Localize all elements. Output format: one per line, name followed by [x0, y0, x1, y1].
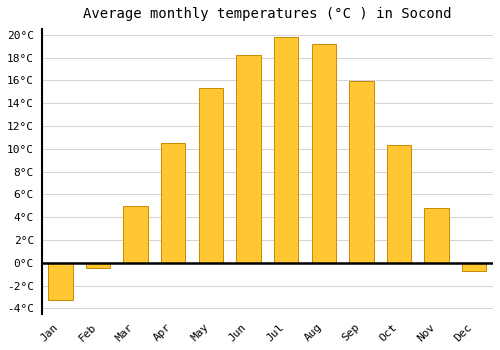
Bar [48, 263, 72, 300]
Bar [236, 55, 260, 263]
Title: Average monthly temperatures (°C ) in Socond: Average monthly temperatures (°C ) in So… [83, 7, 452, 21]
Bar [424, 208, 449, 263]
Bar [124, 206, 148, 263]
Bar [161, 143, 186, 263]
Bar [387, 145, 411, 263]
Bar [86, 263, 110, 268]
Bar [198, 88, 223, 263]
Bar [349, 82, 374, 263]
Bar [312, 44, 336, 263]
Bar [462, 263, 486, 271]
Bar [274, 37, 298, 263]
